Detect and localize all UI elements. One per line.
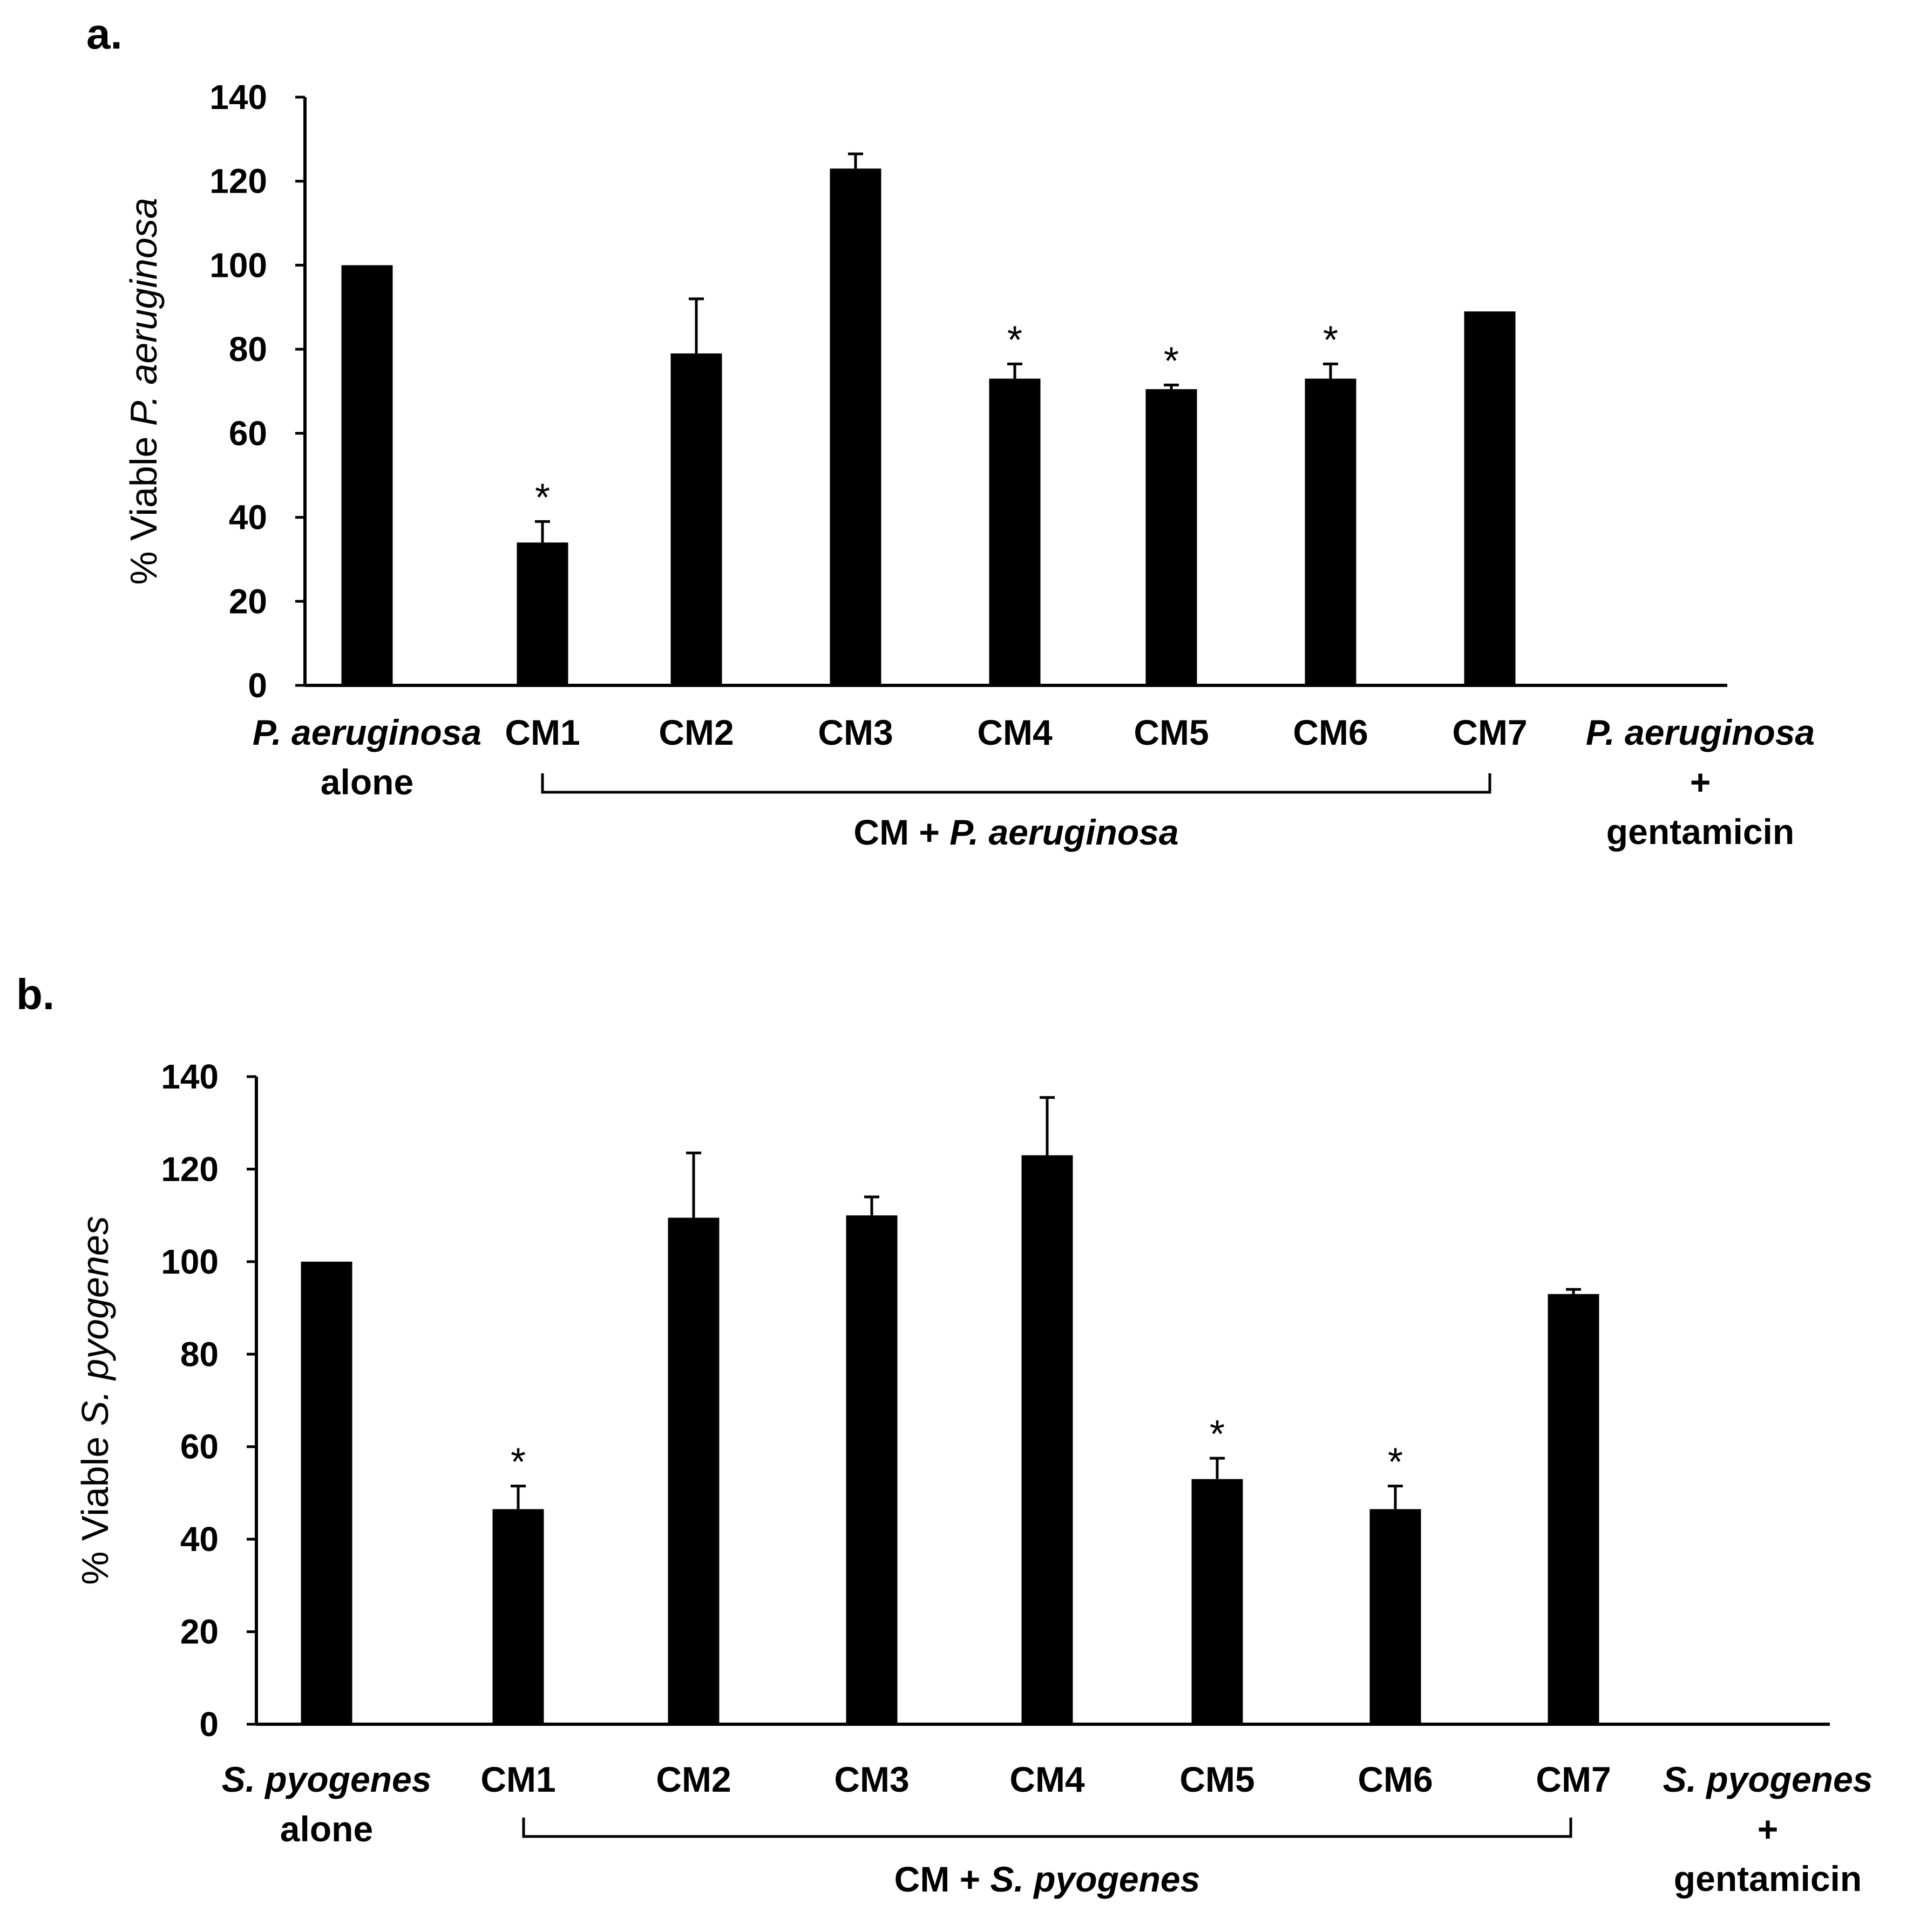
bar: [846, 1215, 898, 1724]
x-category-label: CM5: [1134, 712, 1209, 752]
significance-marker: *: [511, 1441, 526, 1484]
x-category-label: CM1: [505, 712, 580, 752]
y-tick-label: 0: [248, 666, 267, 705]
significance-marker: *: [1007, 318, 1022, 362]
bar: [1464, 311, 1516, 685]
x-category-label: CM3: [834, 1759, 909, 1799]
significance-marker: *: [535, 476, 550, 519]
x-category-label: alone: [280, 1809, 373, 1849]
y-tick-label: 100: [209, 246, 267, 284]
y-tick-label: 120: [161, 1149, 219, 1188]
y-tick-label: 140: [161, 1057, 219, 1096]
y-axis-title-organism: S. pyogenes: [74, 1216, 116, 1426]
y-axis-title-organism: P. aeruginosa: [123, 198, 165, 426]
y-axis-title: % Viable P. aeruginosa: [123, 198, 165, 584]
x-category-label: CM1: [480, 1759, 555, 1799]
y-tick-label: 20: [229, 582, 267, 621]
bar: [1305, 378, 1356, 685]
x-category-label: gentamicin: [1606, 812, 1794, 852]
group-label-prefix: CM +: [853, 812, 949, 852]
y-axis-title-prefix: % Viable: [123, 426, 165, 584]
group-label: CM + P. aeruginosa: [853, 812, 1178, 852]
y-tick-label: 100: [161, 1242, 219, 1281]
x-category-label: CM4: [977, 712, 1053, 752]
x-category-label: alone: [321, 762, 413, 802]
group-bracket: [541, 773, 1491, 794]
bar: [830, 168, 881, 685]
x-category-label: CM6: [1358, 1759, 1433, 1799]
x-category-label: CM6: [1293, 712, 1368, 752]
significance-marker: *: [1210, 1413, 1225, 1456]
panel-label: a.: [86, 10, 123, 58]
bar: [1369, 1509, 1421, 1724]
bar: [517, 542, 568, 685]
group-label-prefix: CM +: [894, 1859, 990, 1899]
panel-label: b.: [16, 970, 55, 1018]
y-tick-label: 20: [180, 1613, 219, 1651]
y-tick-label: 0: [199, 1705, 219, 1744]
x-category-label: CM2: [656, 1759, 731, 1799]
x-category-label: +: [1690, 762, 1711, 802]
x-category-label: +: [1758, 1809, 1779, 1849]
y-tick-label: 40: [229, 498, 267, 537]
bar: [301, 1261, 352, 1724]
x-category-label: CM2: [659, 712, 734, 752]
y-tick-label: 60: [229, 414, 267, 453]
x-category-label: CM7: [1536, 1759, 1611, 1799]
x-category-label: CM5: [1179, 1759, 1254, 1799]
y-tick-label: 80: [229, 330, 267, 369]
significance-marker: *: [1164, 339, 1179, 383]
group-label-organism: S. pyogenes: [990, 1859, 1200, 1899]
x-category-label: P. aeruginosa: [1586, 712, 1815, 752]
bar: [668, 1217, 720, 1724]
y-axis-title: % Viable S. pyogenes: [74, 1216, 116, 1585]
group-bracket: [522, 1818, 1572, 1838]
bar: [670, 353, 722, 685]
group-label-organism: P. aeruginosa: [949, 812, 1178, 852]
x-category-label: gentamicin: [1674, 1859, 1862, 1899]
x-category-label: CM3: [818, 712, 893, 752]
bar: [1021, 1155, 1073, 1724]
group-label: CM + S. pyogenes: [894, 1859, 1200, 1899]
bar: [1145, 389, 1197, 685]
y-tick-label: 120: [209, 162, 267, 201]
y-tick-label: 140: [209, 78, 267, 117]
bar: [341, 265, 393, 685]
y-tick-label: 80: [180, 1335, 219, 1373]
x-category-label: S. pyogenes: [1663, 1759, 1873, 1799]
x-category-label: P. aeruginosa: [253, 712, 481, 752]
x-category-label: CM7: [1452, 712, 1527, 752]
y-tick-label: 60: [180, 1427, 219, 1466]
bar: [1191, 1479, 1243, 1724]
bar: [1548, 1294, 1599, 1724]
y-axis-title-prefix: % Viable: [74, 1426, 116, 1584]
y-tick-label: 40: [180, 1520, 219, 1559]
significance-marker: *: [1388, 1441, 1403, 1484]
x-category-label: CM4: [1009, 1759, 1085, 1799]
significance-marker: *: [1323, 318, 1338, 362]
x-category-label: S. pyogenes: [222, 1759, 432, 1799]
bar: [492, 1509, 544, 1724]
bar: [989, 378, 1041, 685]
